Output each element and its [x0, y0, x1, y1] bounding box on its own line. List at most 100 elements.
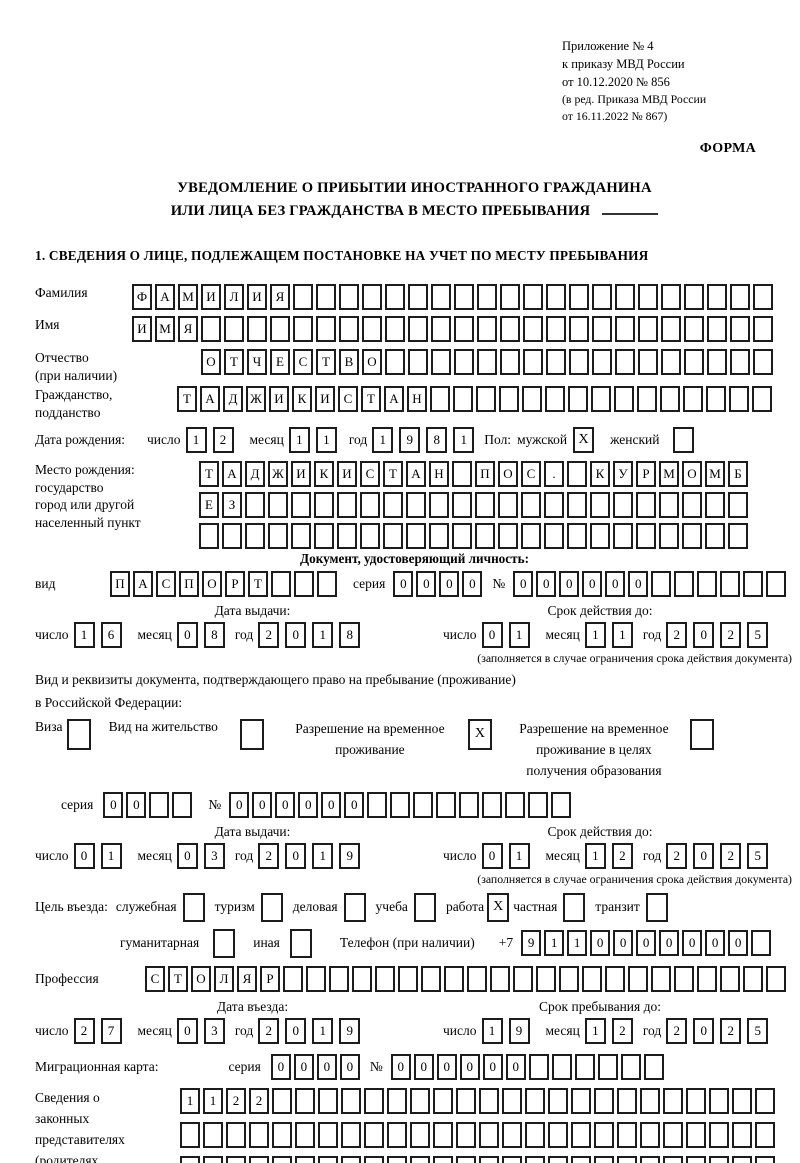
char-cell[interactable]: [444, 965, 464, 992]
char-cell[interactable]: [387, 1087, 407, 1114]
char-cell[interactable]: [707, 316, 727, 343]
char-cell[interactable]: [755, 1155, 775, 1163]
char-cell[interactable]: 2: [720, 1017, 742, 1044]
char-cell[interactable]: [614, 386, 634, 413]
char-cell[interactable]: [502, 1121, 522, 1148]
char-cell[interactable]: 0: [636, 930, 657, 957]
char-cell[interactable]: С: [156, 571, 176, 598]
char-cell[interactable]: З: [222, 492, 242, 519]
char-cell[interactable]: [528, 791, 549, 818]
char-cell[interactable]: 0: [73, 842, 95, 869]
char-cell[interactable]: [433, 1087, 453, 1114]
char-cell[interactable]: 1: [312, 1017, 334, 1044]
char-cell[interactable]: [615, 349, 635, 376]
char-cell[interactable]: [615, 284, 635, 311]
char-cell[interactable]: [467, 965, 487, 992]
char-cell[interactable]: Я: [270, 284, 290, 311]
char-cell[interactable]: А: [133, 571, 153, 598]
char-cell[interactable]: [640, 1087, 660, 1114]
char-cell[interactable]: 5: [747, 622, 769, 649]
char-cell[interactable]: [385, 349, 405, 376]
char-cell[interactable]: [272, 1087, 292, 1114]
char-cell[interactable]: 0: [481, 622, 503, 649]
char-cell[interactable]: П: [110, 571, 130, 598]
char-cell[interactable]: [502, 1087, 522, 1114]
char-cell[interactable]: [498, 523, 518, 550]
char-cell[interactable]: [659, 523, 679, 550]
char-cell[interactable]: [226, 1155, 246, 1163]
char-cell[interactable]: И: [337, 461, 357, 488]
char-cell[interactable]: [546, 316, 566, 343]
blank-underline[interactable]: [602, 201, 659, 216]
char-cell[interactable]: 1: [481, 1017, 503, 1044]
char-cell[interactable]: [753, 349, 773, 376]
char-cell[interactable]: [431, 316, 451, 343]
char-cell[interactable]: [569, 349, 589, 376]
char-cell[interactable]: [753, 316, 773, 343]
char-cell[interactable]: [436, 791, 457, 818]
char-cell[interactable]: 2: [666, 622, 688, 649]
char-cell[interactable]: [620, 1053, 641, 1080]
char-cell[interactable]: Ж: [268, 461, 288, 488]
purpose-humanitarian-checkbox[interactable]: [213, 928, 236, 958]
char-cell[interactable]: [387, 1121, 407, 1148]
char-cell[interactable]: [709, 1155, 729, 1163]
char-cell[interactable]: 1: [185, 427, 207, 454]
char-cell[interactable]: [272, 1155, 292, 1163]
char-cell[interactable]: С: [145, 965, 165, 992]
char-cell[interactable]: [686, 1155, 706, 1163]
char-cell[interactable]: 1: [73, 622, 95, 649]
purpose-study-checkbox[interactable]: [413, 892, 436, 922]
char-cell[interactable]: 8: [339, 622, 361, 649]
char-cell[interactable]: [663, 1121, 683, 1148]
char-cell[interactable]: [590, 492, 610, 519]
char-cell[interactable]: [226, 1121, 246, 1148]
char-cell[interactable]: 1: [315, 427, 337, 454]
char-cell[interactable]: 2: [258, 842, 280, 869]
char-cell[interactable]: [410, 1155, 430, 1163]
char-cell[interactable]: Л: [224, 284, 244, 311]
char-cell[interactable]: 5: [747, 1017, 769, 1044]
char-cell[interactable]: [551, 1053, 572, 1080]
char-cell[interactable]: [477, 349, 497, 376]
char-cell[interactable]: А: [406, 461, 426, 488]
char-cell[interactable]: [730, 316, 750, 343]
char-cell[interactable]: [490, 965, 510, 992]
char-cell[interactable]: И: [269, 386, 289, 413]
char-cell[interactable]: 0: [270, 1053, 291, 1080]
char-cell[interactable]: [522, 386, 542, 413]
char-cell[interactable]: [452, 523, 472, 550]
char-cell[interactable]: [410, 1121, 430, 1148]
char-cell[interactable]: Ч: [247, 349, 267, 376]
char-cell[interactable]: [421, 965, 441, 992]
char-cell[interactable]: 1: [288, 427, 310, 454]
char-cell[interactable]: 1: [544, 930, 565, 957]
char-cell[interactable]: [513, 965, 533, 992]
char-cell[interactable]: П: [179, 571, 199, 598]
char-cell[interactable]: [387, 1155, 407, 1163]
char-cell[interactable]: [505, 791, 526, 818]
char-cell[interactable]: [341, 1121, 361, 1148]
char-cell[interactable]: [362, 316, 382, 343]
char-cell[interactable]: С: [293, 349, 313, 376]
char-cell[interactable]: П: [475, 461, 495, 488]
char-cell[interactable]: [429, 492, 449, 519]
char-cell[interactable]: [686, 1121, 706, 1148]
char-cell[interactable]: [592, 349, 612, 376]
char-cell[interactable]: 0: [229, 791, 250, 818]
char-cell[interactable]: 0: [462, 571, 483, 598]
char-cell[interactable]: Т: [248, 571, 268, 598]
char-cell[interactable]: [755, 1087, 775, 1114]
char-cell[interactable]: Я: [237, 965, 257, 992]
char-cell[interactable]: [249, 1121, 269, 1148]
char-cell[interactable]: [525, 1087, 545, 1114]
char-cell[interactable]: [592, 316, 612, 343]
char-cell[interactable]: [314, 523, 334, 550]
char-cell[interactable]: [294, 571, 314, 598]
char-cell[interactable]: [569, 316, 589, 343]
char-cell[interactable]: [682, 492, 702, 519]
char-cell[interactable]: [367, 791, 388, 818]
char-cell[interactable]: 0: [481, 842, 503, 869]
char-cell[interactable]: [617, 1155, 637, 1163]
char-cell[interactable]: [339, 316, 359, 343]
